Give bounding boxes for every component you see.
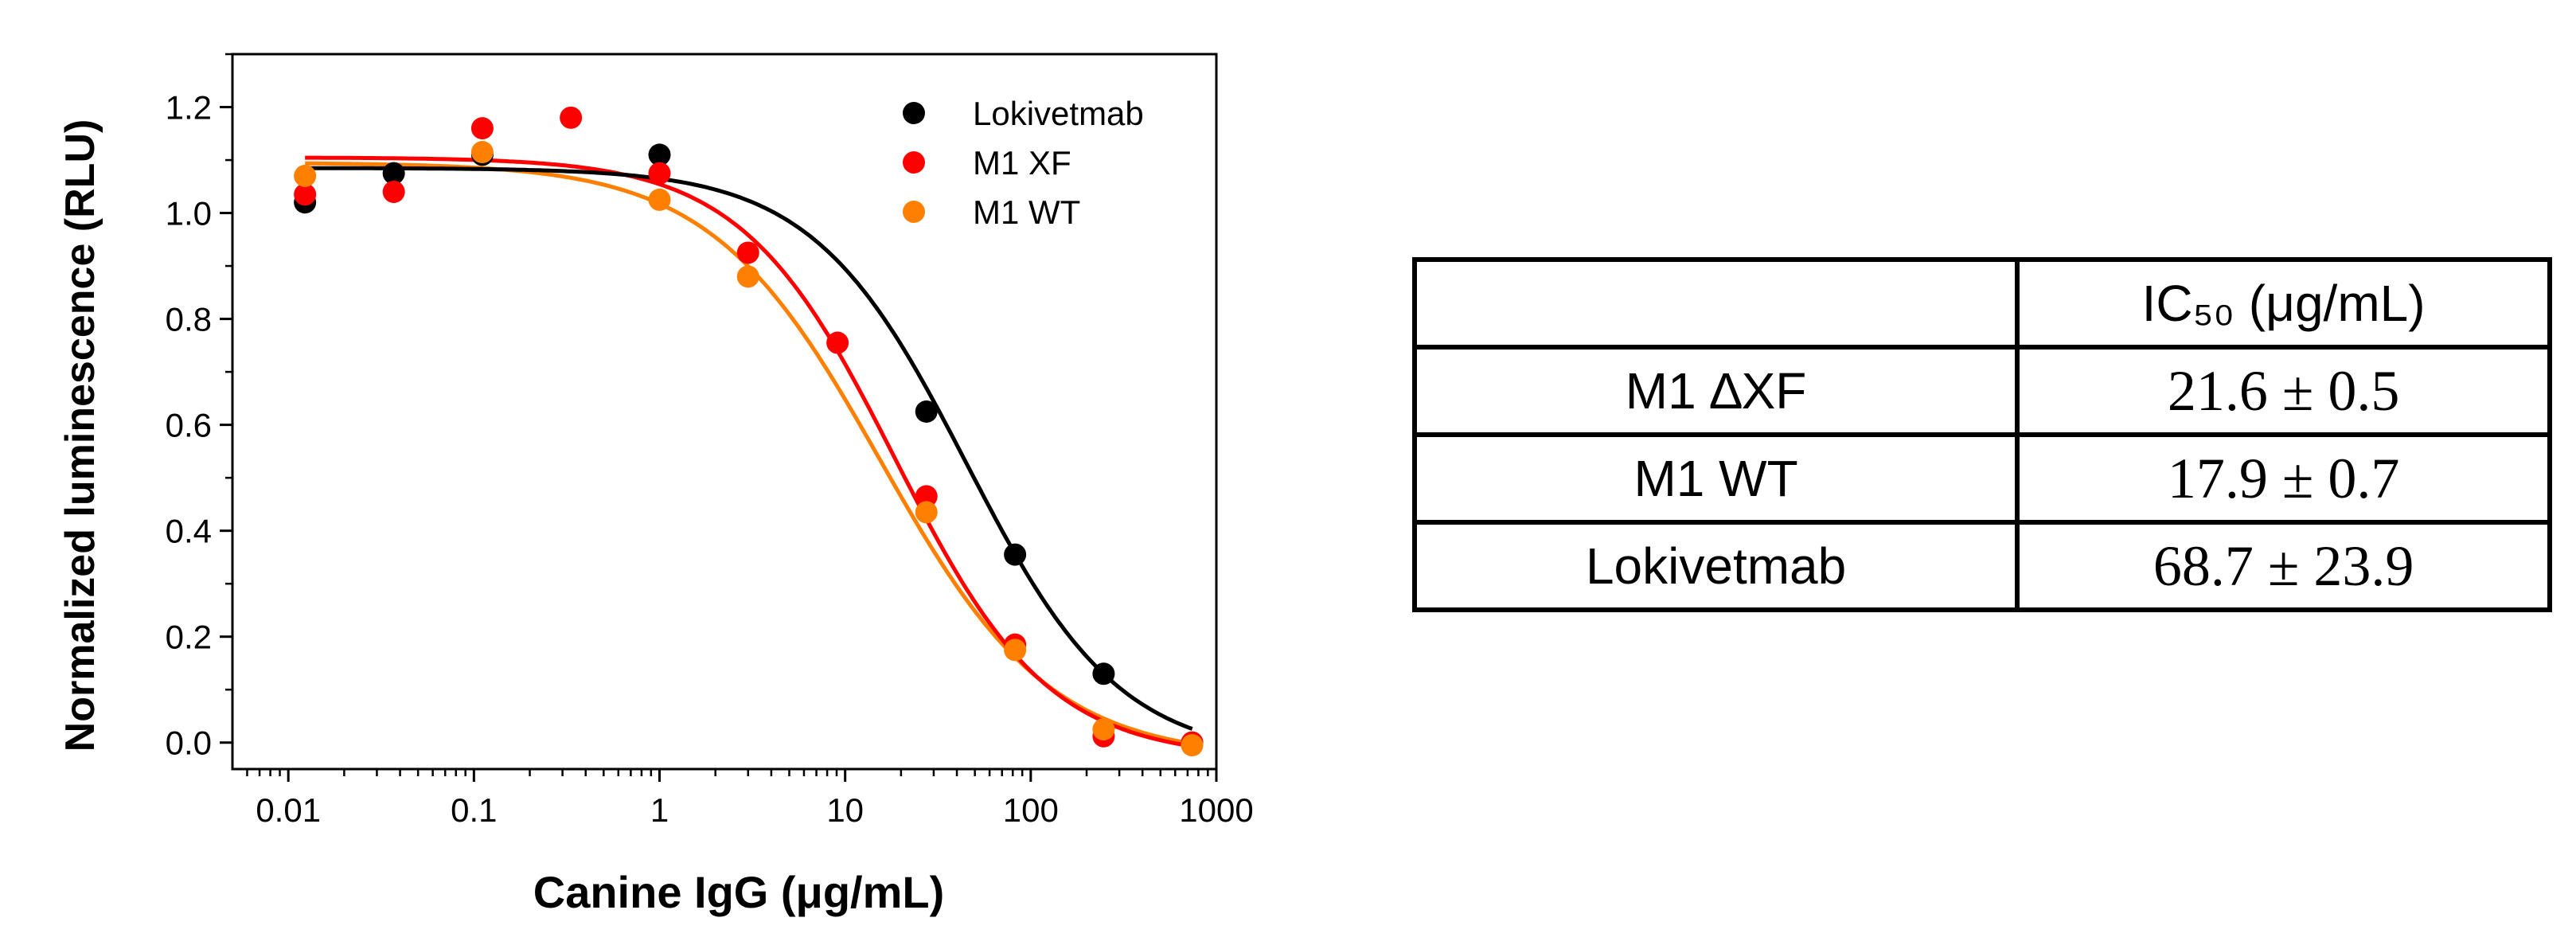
data-point-m1-xf	[915, 485, 938, 508]
data-point-lokivetmab	[1004, 543, 1027, 566]
data-point-m1-xf	[470, 117, 494, 140]
y-axis-title: Normalized luminescence (RLU)	[57, 119, 103, 752]
data-point-m1-wt	[1181, 734, 1204, 757]
data-point-m1-wt	[648, 188, 671, 211]
fit-curve-lokivetmab	[305, 166, 1193, 731]
legend-label: M1 WT	[973, 193, 1080, 231]
data-point-m1-wt	[915, 501, 938, 524]
data-point-m1-xf	[826, 331, 849, 354]
data-point-lokivetmab	[915, 400, 938, 423]
data-point-m1-wt	[470, 141, 494, 164]
table-row-name: Lokivetmab	[1411, 520, 2020, 612]
legend-marker	[903, 102, 925, 124]
y-tick-label: 0.6	[166, 407, 212, 444]
y-tick-label: 0.8	[166, 301, 212, 338]
data-point-m1-xf	[294, 183, 317, 206]
table-row-value: 21.6 ± 0.5	[2015, 345, 2552, 437]
data-point-m1-xf	[648, 162, 671, 185]
data-point-m1-wt	[294, 164, 317, 187]
x-tick-label: 1	[650, 791, 669, 829]
dose-response-chart: 0.01 0.1 1 10 100 1000 0.0 0.2 0.4 0.6 0.8 1.0 1.2 L…	[57, 53, 1254, 917]
table-row: M1 WT 17.9 ± 0.7	[1411, 432, 2552, 525]
plot-frame	[231, 53, 1218, 771]
y-tick-label: 1.0	[166, 195, 212, 232]
table-row: M1 ∆XF 21.6 ± 0.5	[1411, 345, 2552, 437]
table-header-row: IC₅₀ (μg/mL)	[1411, 257, 2552, 350]
data-point-lokivetmab	[648, 143, 671, 166]
data-point-m1-wt	[736, 265, 759, 288]
data-point-lokivetmab	[382, 162, 405, 185]
x-tick-label: 1000	[1179, 791, 1253, 829]
data-point-m1-wt	[1004, 639, 1027, 662]
ic50-table: IC₅₀ (μg/mL) M1 ∆XF 21.6 ± 0.5 M1 WT 17.…	[1411, 257, 2552, 612]
table-row: Lokivetmab 68.7 ± 23.9	[1411, 520, 2552, 612]
x-tick-label: 0.01	[256, 791, 321, 829]
legend-label: Lokivetmab	[973, 95, 1144, 132]
data-points	[294, 106, 1204, 757]
x-axis-title: Canine IgG (μg/mL)	[533, 867, 944, 917]
legend-marker	[903, 151, 925, 174]
table-row-value: 68.7 ± 23.9	[2015, 520, 2552, 612]
data-point-m1-xf	[382, 180, 405, 203]
legend-label: M1 XF	[973, 144, 1071, 182]
y-tick-label: 0.4	[166, 513, 212, 550]
table-header-empty-cell	[1411, 257, 2020, 350]
x-tick-label: 10	[826, 791, 864, 829]
x-tick-label: 100	[1003, 791, 1059, 829]
data-point-m1-wt	[1092, 718, 1115, 741]
fit-curve-m1-xf	[305, 155, 1193, 748]
table-row-value: 17.9 ± 0.7	[2015, 432, 2552, 525]
y-tick-label: 0.0	[166, 724, 212, 762]
legend: Lokivetmab M1 XF M1 WT	[903, 95, 1144, 231]
y-tick-label: 1.2	[166, 89, 212, 127]
table-row-name: M1 ∆XF	[1411, 345, 2020, 437]
data-point-m1-xf	[736, 241, 759, 264]
legend-marker	[903, 201, 925, 223]
x-tick-label: 0.1	[451, 791, 497, 829]
axis-ticks: 0.01 0.1 1 10 100 1000 0.0 0.2 0.4 0.6 0.8 1.0 1.2	[166, 53, 1254, 829]
y-tick-label: 0.2	[166, 619, 212, 656]
data-point-m1-xf	[560, 106, 583, 129]
data-point-lokivetmab	[1092, 662, 1115, 685]
table-header-ic50: IC₅₀ (μg/mL)	[2015, 257, 2552, 350]
table-row-name: M1 WT	[1411, 432, 2020, 525]
